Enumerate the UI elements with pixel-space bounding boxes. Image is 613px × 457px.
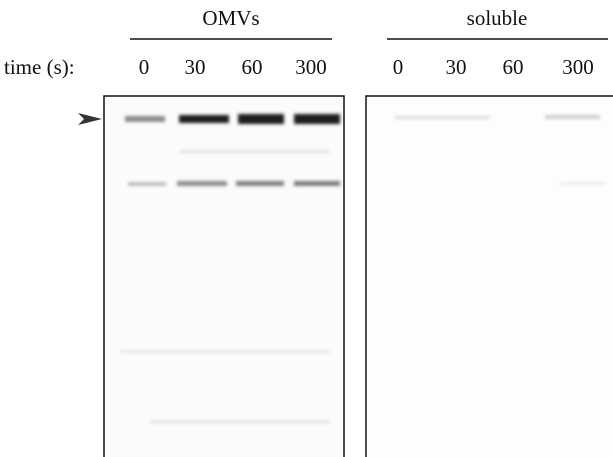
gel-figure: OMVs soluble time (s): 0 30 60 300 0 30 …	[0, 0, 613, 457]
page: OMVs soluble time (s): 0 30 60 300 0 30 …	[0, 0, 613, 457]
lane-label: 300	[295, 55, 327, 79]
band	[177, 181, 227, 186]
band-arrow	[78, 113, 102, 125]
lane-label: 60	[503, 55, 524, 79]
lane-label: 30	[185, 55, 206, 79]
gel-panel	[366, 96, 613, 457]
lane-label: 60	[242, 55, 263, 79]
band	[179, 115, 229, 123]
band	[545, 115, 600, 119]
band	[395, 116, 490, 119]
band	[238, 114, 284, 124]
lane-label: 300	[562, 55, 594, 79]
group-label: OMVs	[202, 6, 259, 30]
row-label: time (s):	[4, 55, 75, 79]
lane-label: 0	[139, 55, 150, 79]
band	[294, 181, 340, 186]
smear	[180, 150, 330, 153]
band	[125, 116, 165, 122]
smear	[120, 350, 330, 353]
band	[294, 114, 340, 124]
band	[236, 181, 284, 186]
group-label: soluble	[467, 6, 528, 30]
smear	[150, 420, 330, 424]
band	[128, 182, 166, 186]
lane-label: 0	[393, 55, 404, 79]
lane-label: 30	[446, 55, 467, 79]
band	[560, 182, 605, 185]
